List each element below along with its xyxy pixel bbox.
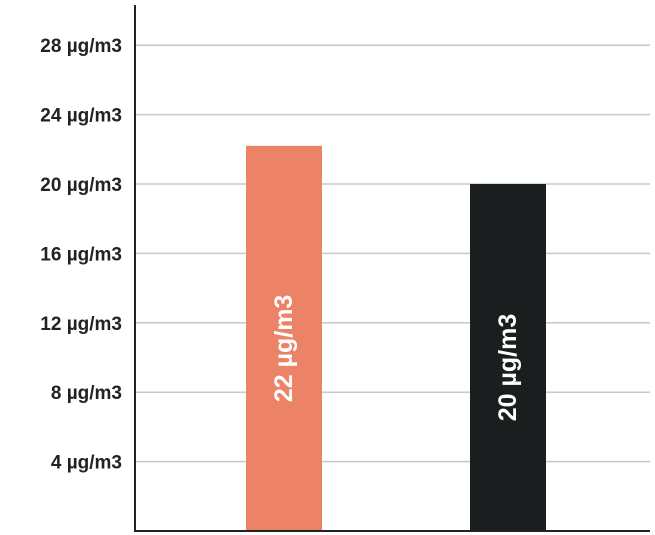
bar — [246, 145, 322, 531]
bars: 22 µg/m3 20 µg/m3 — [246, 145, 546, 531]
y-tick-label: 28 µg/m3 — [40, 36, 122, 57]
bar-data-label: 20 µg/m3 — [494, 314, 522, 422]
y-tick-label: 20 µg/m3 — [40, 175, 122, 196]
bar — [470, 184, 546, 531]
bar-data-label: 22 µg/m3 — [270, 295, 298, 403]
y-tick-label: 24 µg/m3 — [40, 106, 122, 127]
y-tick-label: 4 µg/m3 — [51, 453, 122, 474]
gridlines — [135, 44, 650, 463]
y-tick-label: 16 µg/m3 — [40, 244, 122, 265]
y-tick-label: 12 µg/m3 — [40, 314, 122, 335]
y-tick-label: 8 µg/m3 — [51, 383, 122, 404]
y-axis-tick-labels: 4 µg/m3 8 µg/m3 12 µg/m3 16 µg/m3 20 µg/m3 24… — [40, 36, 122, 473]
